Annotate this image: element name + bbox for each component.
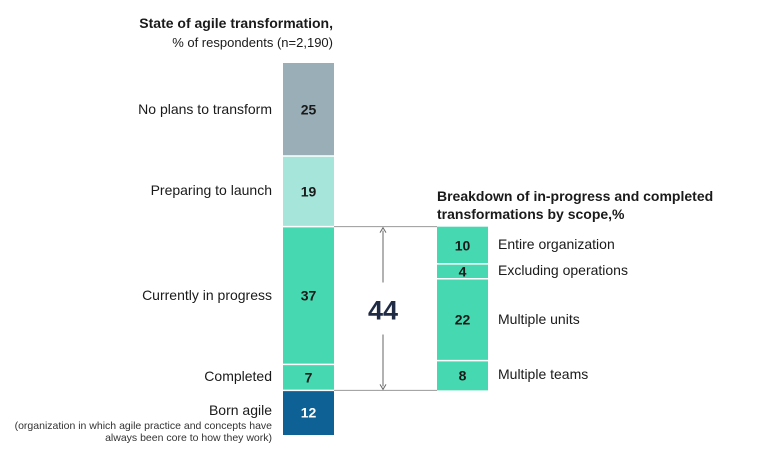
- bar-born-agile: [283, 390, 334, 435]
- bracket-arrow-up: [379, 226, 387, 233]
- breakdown-label-multiple-units: Multiple units: [498, 310, 580, 327]
- category-label-no-plans-to-transform: No plans to transform: [138, 100, 272, 117]
- bar-no-plans-to-transform: [283, 63, 334, 156]
- main-chart-title: State of agile transformation,: [139, 15, 333, 31]
- breakdown-label-excluding-operations: Excluding operations: [498, 262, 628, 279]
- value-label-no-plans-to-transform: 25: [301, 102, 317, 118]
- value-label-born-agile: 12: [301, 405, 317, 421]
- category-label-born-agile: Born agile: [208, 402, 272, 419]
- breakdown-value-label-excluding-operations: 4: [459, 263, 467, 279]
- breakdown-chart-title: Breakdown of in-progress and completed t…: [437, 188, 714, 222]
- category-label-preparing-to-launch: Preparing to launch: [150, 182, 272, 199]
- main-chart-subtitle: % of respondents (n=2,190): [172, 35, 333, 50]
- breakdown-bar-multiple-units: [437, 278, 488, 361]
- bar-preparing-to-launch: [283, 156, 334, 227]
- bracket-arrow-down: [379, 384, 387, 391]
- breakdown-value-label-multiple-teams: 8: [459, 367, 467, 383]
- category-label-currently-in-progress: Currently in progress: [142, 286, 272, 303]
- bar-completed: [283, 364, 334, 391]
- category-note-born-agile: (organization in which agile practice an…: [14, 420, 272, 445]
- bar-currently-in-progress: [283, 226, 334, 365]
- value-label-currently-in-progress: 37: [301, 288, 317, 304]
- value-label-completed: 7: [305, 369, 313, 385]
- breakdown-label-multiple-teams: Multiple teams: [498, 366, 589, 383]
- value-label-preparing-to-launch: 19: [301, 183, 317, 199]
- breakdown-bar-multiple-teams: [437, 360, 488, 391]
- breakdown-value-label-multiple-units: 22: [455, 312, 471, 328]
- breakdown-bar-entire-organization: [437, 226, 488, 264]
- category-label-completed: Completed: [204, 368, 272, 385]
- breakdown-label-entire-organization: Entire organization: [498, 236, 615, 253]
- breakdown-value-label-entire-organization: 10: [455, 237, 471, 253]
- breakdown-bar-excluding-operations: [437, 263, 488, 279]
- bracket-total-label: 44: [368, 296, 398, 326]
